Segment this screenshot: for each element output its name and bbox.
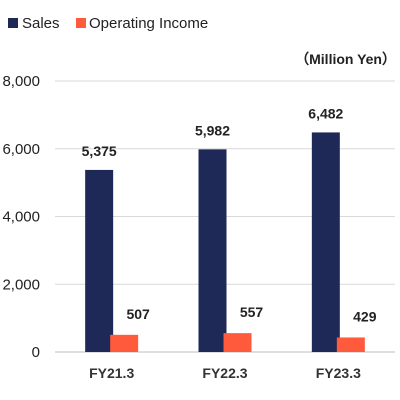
legend-swatch-operating-income	[76, 18, 86, 28]
y-tick-label: 0	[32, 344, 40, 361]
legend-label-operating-income: Operating Income	[89, 15, 208, 32]
y-tick-label: 2,000	[2, 276, 40, 293]
unit-label: （Million Yen）	[295, 51, 396, 67]
y-tick-label: 8,000	[2, 73, 40, 90]
data-label-sales-FY23.3: 6,482	[308, 105, 343, 121]
bar-sales-FY21.3	[85, 169, 114, 352]
y-tick-label: 6,000	[2, 141, 40, 158]
data-label-sales-FY22.3: 5,982	[195, 122, 230, 138]
bar-sales-FY22.3	[198, 149, 227, 352]
bar-sales-FY23.3	[311, 132, 340, 352]
bar-operating-income-FY23.3	[336, 337, 365, 352]
legend-swatch-sales	[8, 18, 18, 28]
bars	[85, 132, 365, 352]
y-axis-ticks: 0 2,000 4,000 6,000 8,000	[2, 73, 40, 361]
legend-label-sales: Sales	[22, 15, 60, 32]
data-label-operating-income-FY23.3: 429	[353, 308, 377, 324]
bar-operating-income-FY22.3	[223, 333, 252, 352]
data-label-operating-income-FY22.3: 557	[240, 304, 264, 320]
data-labels: 5,375 507 5,982 557 6,482 429	[82, 105, 377, 324]
data-label-sales-FY21.3: 5,375	[82, 143, 117, 159]
x-category-label: FY23.3	[316, 365, 361, 381]
legend: Sales Operating Income	[8, 15, 208, 32]
x-axis-labels: FY21.3 FY22.3 FY23.3	[89, 365, 361, 381]
x-category-label: FY21.3	[89, 365, 134, 381]
x-category-label: FY22.3	[202, 365, 247, 381]
data-label-operating-income-FY21.3: 507	[126, 306, 150, 322]
y-tick-label: 4,000	[2, 209, 40, 226]
bar-operating-income-FY21.3	[110, 334, 139, 352]
